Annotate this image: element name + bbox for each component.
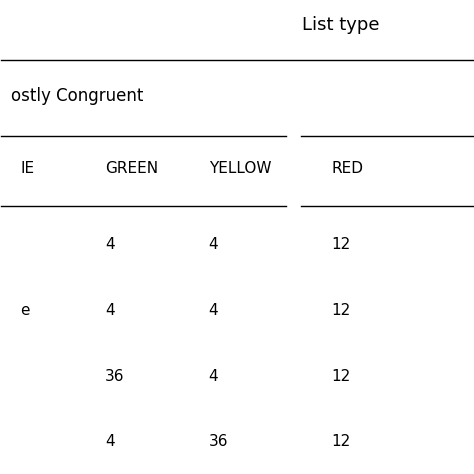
Text: YELLOW: YELLOW bbox=[209, 161, 271, 176]
Text: 4: 4 bbox=[209, 368, 219, 383]
Text: 4: 4 bbox=[105, 435, 115, 449]
Text: 36: 36 bbox=[209, 435, 228, 449]
Text: ostly Congruent: ostly Congruent bbox=[11, 87, 143, 105]
Text: 4: 4 bbox=[209, 237, 219, 252]
Text: 12: 12 bbox=[331, 302, 350, 318]
Text: 4: 4 bbox=[105, 302, 115, 318]
Text: e: e bbox=[20, 302, 30, 318]
Text: 12: 12 bbox=[331, 368, 350, 383]
Text: IE: IE bbox=[20, 161, 34, 176]
Text: 4: 4 bbox=[105, 237, 115, 252]
Text: 36: 36 bbox=[105, 368, 125, 383]
Text: 4: 4 bbox=[209, 302, 219, 318]
Text: GREEN: GREEN bbox=[105, 161, 158, 176]
Text: 12: 12 bbox=[331, 435, 350, 449]
Text: RED: RED bbox=[331, 161, 363, 176]
Text: 12: 12 bbox=[331, 237, 350, 252]
Text: List type: List type bbox=[302, 16, 379, 34]
